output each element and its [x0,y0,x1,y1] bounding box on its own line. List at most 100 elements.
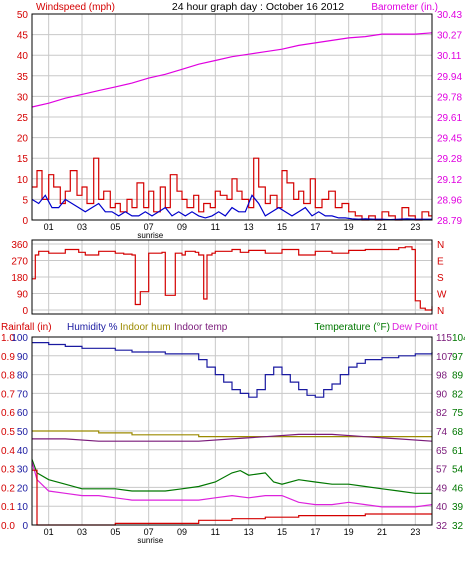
rain-tick-label: 0.0 [1,521,15,532]
x-tick-label: 05 [110,527,120,537]
barometer-tick-label: 29.78 [437,92,462,103]
barometer-tick-label: 29.12 [437,175,462,186]
temperature-tick-label: 61 [452,446,464,457]
dew-point-line [31,461,433,508]
wind-tick-label: 15 [17,154,29,165]
barometer-tick-label: 30.43 [437,10,462,21]
wind-tick-label: 30 [17,92,29,103]
temperature-tick-label: 97 [452,352,464,363]
indoor-temp-tick-label: 74 [436,427,448,438]
wind-tick-label: 5 [22,195,28,206]
direction-tick-label: 360 [11,240,28,251]
direction-tick-label: 270 [11,257,28,268]
x-tick-label: 03 [77,527,87,537]
indoor-hum-label: Indoor hum [120,322,171,333]
x-tick-label: 19 [344,527,354,537]
temperature-tick-label: 82 [452,389,464,400]
barometer-tick-label: 29.45 [437,134,462,145]
rain-tick-label: 0.8 [1,371,15,382]
indoor-temp-tick-label: 82 [436,408,448,419]
temperature-tick-label: 32 [452,521,464,532]
direction-tick-label: 180 [11,273,28,284]
x-tick-label: 15 [277,527,287,537]
panel3-border [31,336,433,526]
x-tick-label: 21 [377,527,387,537]
temperature-tick-label: 68 [452,427,464,438]
x-tick-label: 17 [310,527,320,537]
humidity-tick-label: 60 [17,408,29,419]
indoor-temp-tick-label: 49 [436,483,448,494]
temperature-tick-label: 46 [452,483,464,494]
direction-tick-label: 90 [17,290,29,301]
humidity-tick-label: 30 [17,465,29,476]
compass-label: E [437,257,444,268]
sunrise-label: sunrise [137,231,163,240]
temperature-tick-label: 104 [452,333,465,344]
x-tick-label: 03 [77,222,87,232]
humidity-tick-label: 40 [17,446,29,457]
humidity-line [32,342,433,398]
temperature-tick-label: 54 [452,465,464,476]
temperature-tick-label: 75 [452,408,464,419]
panel2-series [32,246,433,311]
indoor-temp-tick-label: 115 [436,333,452,344]
indoor-temp-tick-label: 90 [436,389,448,400]
x-tick-label: 23 [410,527,420,537]
x-tick-label: 11 [211,222,220,232]
rain-tick-label: 0.1 [1,502,15,513]
rain-tick-label: 0.3 [1,465,15,476]
barometer-tick-label: 30.27 [437,31,462,42]
wind-tick-label: 50 [17,10,29,21]
barometer-line [31,32,433,108]
indoor-temp-tick-label: 40 [436,502,448,513]
indoor-temp-line [32,433,433,442]
wind-tick-label: 0 [22,216,28,227]
x-tick-label: 07 [144,527,154,537]
wind-average-line [31,194,432,221]
graph-title: 24 hour graph day : October 16 2012 [172,1,344,13]
x-tick-label: 05 [110,222,120,232]
panel1-labels: 0510152025303540455028.7928.9629.1229.28… [17,10,463,240]
humidity-label: Humidity % [67,322,118,333]
x-tick-label: 23 [410,222,420,232]
wind-tick-label: 35 [17,72,29,83]
panel3-labels: 0.0 0 32 320.1 10 40 390.2 20 49 460.3 30 57 540.4 40… [1,333,465,545]
compass-label: N [437,240,444,251]
barometer-title: Barometer (in.) [371,2,438,13]
sunrise-label: sunrise [137,536,163,545]
windspeed-line [32,157,432,221]
rain-tick-label: 1.0 [1,333,15,344]
rain-tick-label: 0.7 [1,389,15,400]
indoor-temp-tick-label: 57 [436,465,448,476]
barometer-tick-label: 29.28 [437,154,462,165]
humidity-tick-label: 10 [17,502,29,513]
temperature-tick-label: 89 [452,371,464,382]
humidity-tick-label: 80 [17,371,29,382]
x-tick-label: 21 [377,222,387,232]
humidity-tick-label: 70 [17,389,29,400]
barometer-tick-label: 30.11 [437,51,462,62]
humidity-tick-label: 50 [17,427,29,438]
humidity-tick-label: 0 [22,521,28,532]
wind-tick-label: 40 [17,51,29,62]
barometer-tick-label: 28.96 [437,195,462,206]
indoor-temp-tick-label: 32 [436,521,448,532]
panel1-series [31,32,433,221]
x-tick-label: 09 [177,222,187,232]
x-tick-label: 01 [44,222,54,232]
x-tick-label: 17 [310,222,320,232]
panel3-series [31,342,433,526]
x-tick-label: 01 [44,527,54,537]
temperature-line [31,459,432,494]
wind-tick-label: 20 [17,134,29,145]
x-tick-label: 19 [344,222,354,232]
indoor-temp-tick-label: 98 [436,371,448,382]
panel2-labels: 0 N 90 E 180 S 270 W 360 N [11,240,447,317]
panel1-border [31,13,433,221]
barometer-tick-label: 28.79 [437,216,462,227]
x-tick-label: 11 [211,527,220,537]
direction-tick-label: 0 [22,306,28,317]
x-tick-label: 13 [244,527,254,537]
